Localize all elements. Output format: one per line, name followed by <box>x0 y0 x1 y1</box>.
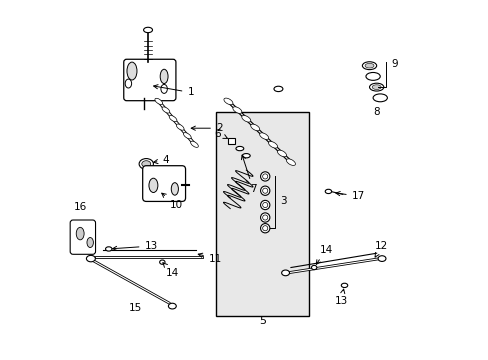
Ellipse shape <box>139 158 153 169</box>
Circle shape <box>262 202 267 208</box>
Ellipse shape <box>371 85 380 89</box>
Ellipse shape <box>277 150 286 157</box>
Ellipse shape <box>190 141 198 147</box>
Circle shape <box>260 224 269 233</box>
Text: 9: 9 <box>390 59 397 69</box>
Text: 2: 2 <box>191 123 222 133</box>
Ellipse shape <box>242 154 250 158</box>
Text: 4: 4 <box>153 156 169 165</box>
Circle shape <box>262 215 267 220</box>
Ellipse shape <box>311 265 316 270</box>
Circle shape <box>260 201 269 210</box>
Circle shape <box>260 172 269 181</box>
Circle shape <box>260 213 269 222</box>
Ellipse shape <box>176 124 183 130</box>
Text: 6: 6 <box>214 129 227 139</box>
Ellipse shape <box>87 238 93 248</box>
Text: 13: 13 <box>334 289 347 306</box>
Ellipse shape <box>377 256 385 261</box>
Ellipse shape <box>169 116 177 122</box>
Ellipse shape <box>105 247 112 251</box>
Ellipse shape <box>268 141 277 148</box>
Ellipse shape <box>161 85 167 93</box>
Ellipse shape <box>171 183 178 195</box>
Text: 14: 14 <box>316 245 332 264</box>
Ellipse shape <box>259 133 268 139</box>
Bar <box>228 138 234 144</box>
Text: 16: 16 <box>74 202 87 212</box>
Text: 1: 1 <box>153 85 194 98</box>
Ellipse shape <box>142 161 150 167</box>
Ellipse shape <box>365 72 380 80</box>
Text: 12: 12 <box>374 242 387 257</box>
Text: 14: 14 <box>163 263 179 278</box>
Circle shape <box>262 174 267 179</box>
Ellipse shape <box>250 124 259 131</box>
Ellipse shape <box>162 107 169 113</box>
Text: 5: 5 <box>258 316 265 326</box>
Ellipse shape <box>235 147 244 151</box>
Ellipse shape <box>168 303 176 309</box>
FancyBboxPatch shape <box>70 220 95 254</box>
Ellipse shape <box>232 107 242 113</box>
Text: 8: 8 <box>373 107 379 117</box>
Circle shape <box>262 188 267 193</box>
Ellipse shape <box>341 283 347 288</box>
Ellipse shape <box>160 69 168 84</box>
Ellipse shape <box>241 116 250 122</box>
Ellipse shape <box>286 159 295 166</box>
Text: 10: 10 <box>162 193 182 210</box>
Ellipse shape <box>127 62 137 80</box>
Ellipse shape <box>76 227 84 240</box>
Text: 7: 7 <box>241 155 256 194</box>
Ellipse shape <box>155 98 163 104</box>
Bar <box>216 112 308 316</box>
Ellipse shape <box>362 62 376 69</box>
Ellipse shape <box>372 94 386 102</box>
Text: 13: 13 <box>112 241 158 251</box>
Ellipse shape <box>143 27 152 33</box>
Text: 11: 11 <box>198 253 222 264</box>
Ellipse shape <box>86 255 95 262</box>
Text: 15: 15 <box>129 303 142 313</box>
Circle shape <box>260 186 269 195</box>
Ellipse shape <box>183 132 191 139</box>
FancyBboxPatch shape <box>142 166 185 202</box>
Ellipse shape <box>149 178 158 193</box>
Ellipse shape <box>281 270 289 276</box>
Ellipse shape <box>224 98 232 105</box>
Ellipse shape <box>365 63 373 68</box>
Circle shape <box>262 226 267 231</box>
Ellipse shape <box>160 260 164 264</box>
Ellipse shape <box>325 189 331 194</box>
Text: 3: 3 <box>280 197 286 206</box>
Ellipse shape <box>369 83 383 91</box>
Ellipse shape <box>125 79 131 88</box>
FancyBboxPatch shape <box>123 59 176 101</box>
Text: 17: 17 <box>335 191 364 201</box>
Ellipse shape <box>273 86 283 91</box>
